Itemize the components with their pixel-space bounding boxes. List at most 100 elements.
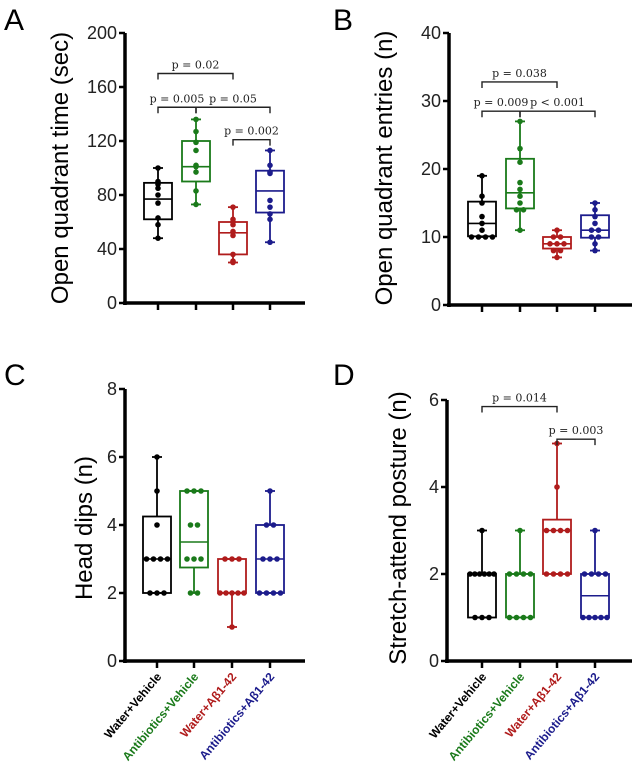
data-point [467, 571, 473, 577]
data-point [543, 571, 550, 577]
data-point [517, 527, 523, 534]
panel-letter: D [333, 359, 355, 392]
y-tick-label: 0 [431, 295, 441, 315]
data-point [193, 139, 199, 146]
data-point [230, 204, 236, 210]
box-group [580, 200, 610, 312]
significance-bracket: p = 0.038 [481, 67, 558, 88]
data-point [229, 556, 235, 562]
data-point [482, 234, 489, 240]
y-axis-title: Stretch-attend posture (n) [385, 391, 412, 664]
data-point [520, 207, 527, 213]
data-point [143, 556, 150, 562]
box-group [179, 488, 209, 668]
data-point [479, 213, 485, 220]
data-point [564, 571, 571, 577]
data-point [527, 571, 534, 577]
data-point [517, 193, 523, 199]
data-point [517, 145, 523, 152]
data-point [479, 614, 485, 621]
data-point [592, 614, 598, 621]
panel-b: B 0 10 20 30 40 Open quadrant entries (n) p = 0… [333, 4, 632, 315]
data-point [602, 571, 609, 577]
data-point [193, 128, 199, 135]
p-value-label: p = 0.05 [209, 92, 257, 105]
data-point [155, 181, 161, 187]
bracket-line [481, 405, 558, 413]
data-point [270, 590, 277, 596]
data-point [476, 571, 483, 577]
y-tick-label: 0 [107, 293, 117, 313]
data-point [267, 211, 273, 217]
data-point [517, 186, 523, 193]
box-group [505, 118, 535, 312]
data-point [187, 522, 194, 528]
data-point [263, 522, 270, 528]
data-point [592, 200, 598, 206]
box-group [542, 227, 572, 312]
data-point [604, 614, 610, 621]
y-tick-label: 160 [87, 77, 117, 97]
data-point [229, 624, 235, 630]
y-axis-title: Head dips (n) [71, 456, 98, 600]
box-group [217, 556, 247, 668]
box-group [218, 204, 248, 310]
data-point [527, 614, 534, 621]
data-point [513, 614, 520, 621]
box-group [181, 116, 211, 310]
y-tick-label: 6 [107, 447, 117, 467]
data-point [479, 200, 485, 206]
data-point [277, 590, 284, 596]
box-group [505, 527, 535, 668]
data-point [155, 165, 161, 171]
data-point [222, 556, 228, 562]
data-point [592, 213, 598, 220]
data-point [517, 200, 523, 206]
bracket-line [195, 106, 271, 114]
bracket-line [481, 110, 521, 118]
data-point [595, 234, 602, 240]
y-tick-label: 80 [97, 185, 117, 205]
data-point [229, 590, 235, 596]
bracket-line [556, 438, 596, 446]
significance-bracket: p = 0.014 [481, 392, 558, 413]
data-point [147, 590, 153, 596]
data-point [517, 118, 523, 125]
data-point [550, 234, 557, 240]
data-point [472, 614, 478, 621]
data-point [557, 247, 564, 254]
data-point [554, 484, 560, 490]
data-point [267, 216, 273, 223]
y-tick-label: 40 [97, 239, 117, 259]
p-value-label: p = 0.003 [549, 424, 604, 437]
data-point [481, 571, 488, 577]
data-point [479, 193, 485, 199]
data-point [164, 556, 171, 562]
data-point [193, 163, 199, 170]
data-point [267, 488, 273, 494]
data-point [586, 614, 592, 621]
y-tick-label: 4 [429, 477, 439, 497]
box-group [143, 165, 173, 310]
data-point [472, 571, 478, 577]
data-point [154, 488, 160, 494]
data-point [191, 556, 197, 562]
panel-letter: B [333, 4, 353, 37]
p-value-label: p = 0.005 [150, 92, 205, 105]
bracket-line [519, 110, 596, 118]
data-point [267, 556, 273, 562]
data-point [157, 556, 164, 562]
box [542, 518, 572, 575]
data-point [230, 251, 236, 258]
data-point [230, 221, 236, 228]
data-point [520, 614, 527, 621]
box-group [255, 488, 285, 668]
y-tick-label: 2 [429, 564, 439, 584]
data-point [491, 571, 497, 577]
y-tick-label: 0 [429, 651, 439, 671]
significance-bracket: p = 0.003 [549, 424, 604, 446]
data-point [267, 197, 273, 204]
data-point [263, 590, 270, 596]
data-point [580, 614, 586, 621]
